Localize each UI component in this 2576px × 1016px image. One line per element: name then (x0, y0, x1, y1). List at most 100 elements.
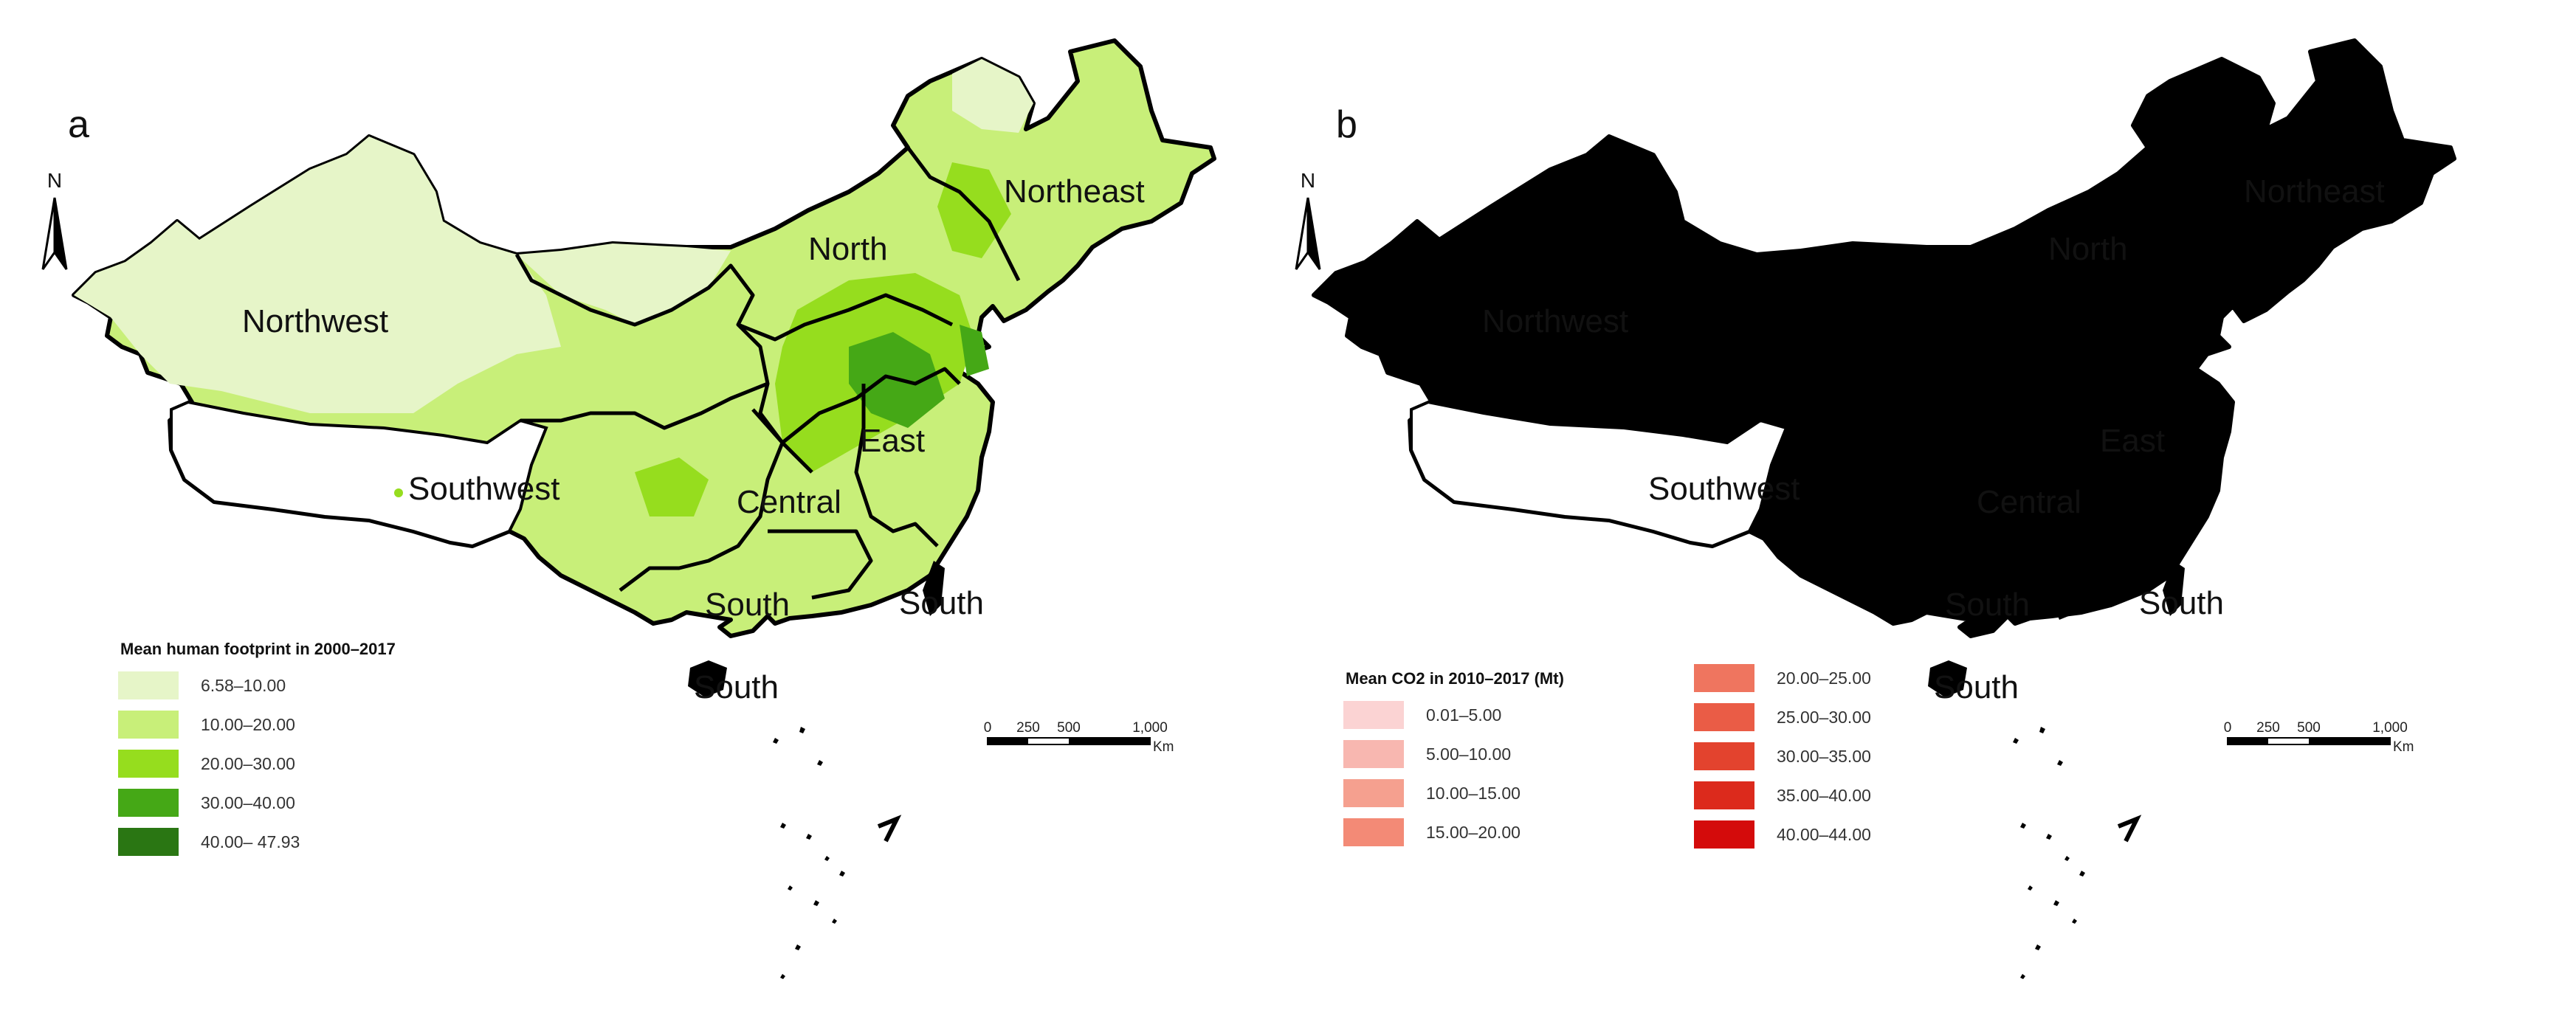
label-east: East (860, 423, 925, 459)
label-northwest: Northwest (1482, 303, 1628, 339)
south-china-sea-islands (773, 727, 845, 979)
map-china (1314, 41, 2454, 979)
map-china (74, 41, 1214, 979)
label-east: East (2100, 423, 2165, 459)
scale-tick-label: 500 (1057, 720, 1081, 736)
legend-label: 20.00–30.00 (201, 754, 295, 773)
scale-tick-label: 1,000 (2372, 720, 2408, 736)
legend-swatch (1694, 781, 1754, 809)
legend-label: 0.01–5.00 (1426, 705, 1501, 725)
north-label: N (1301, 169, 1315, 192)
scale-tick-label: 0 (984, 720, 992, 736)
island-chain (2117, 815, 2142, 843)
scale-unit: Km (1153, 739, 1174, 755)
label-central: Central (1977, 484, 2081, 520)
boundary-north-northwest (1754, 253, 2053, 474)
boundary-central-south (2008, 529, 2113, 600)
panel-letter: b (1336, 103, 1357, 146)
label-south-taiwan: South (899, 585, 984, 621)
boundary-north-central (781, 367, 961, 444)
boundary-northwest-southwest (520, 381, 768, 430)
north-arrow: N (1295, 169, 1321, 270)
boundary-north-northwest (514, 253, 813, 474)
legend-items: 0.01–5.00 5.00–10.00 10.00–15.00 15.00–20.0… (1343, 664, 1871, 849)
north-arrow-fill (53, 197, 68, 270)
legend-label: 10.00–20.00 (201, 715, 295, 734)
mid-zone-3 (635, 457, 709, 516)
legend-swatch (118, 711, 179, 739)
legend-swatch (118, 828, 179, 856)
label-central: Central (737, 484, 841, 520)
legend-swatch (118, 750, 179, 778)
legend: Mean CO2 in 2010–2017 (Mt) 0.01–5.00 5.00… (1343, 664, 1871, 849)
no-data-area (1410, 400, 1788, 548)
mid-zone-2 (937, 162, 1011, 258)
island-chain (877, 815, 902, 843)
legend-label: 30.00–35.00 (1777, 747, 1871, 766)
north-arrow-icon (41, 197, 56, 270)
legend-swatch (1343, 818, 1404, 846)
boundary-northwest-southwest (1760, 381, 2008, 430)
legend-items: 6.58–10.00 10.00–20.00 20.00–30.00 30.00–40… (118, 671, 300, 856)
north-arrow-icon (1295, 197, 1309, 270)
panel-b: b N Northwest Nor (1295, 41, 2454, 979)
label-northeast: Northeast (1004, 173, 1145, 210)
label-northwest: Northwest (242, 303, 388, 339)
legend-swatch (1694, 664, 1754, 692)
label-southwest: Southwest (1648, 471, 1800, 507)
scale-bar-segment (988, 738, 1028, 744)
legend-label: 35.00–40.00 (1777, 786, 1871, 805)
boundary-southwest-central (1859, 408, 2025, 592)
region-labels: Northwest North Northeast East Central S… (1482, 173, 2385, 705)
taiwan-island (2163, 561, 2185, 616)
legend-swatch (1694, 703, 1754, 731)
boundary-north-northeast (2146, 146, 2261, 282)
legend-swatch (1343, 701, 1404, 729)
dark-zone-2 (960, 325, 989, 376)
light-zone-3 (952, 59, 1033, 133)
legend-swatch (1343, 779, 1404, 807)
taiwan-island (923, 561, 945, 616)
boundary-central-east (2094, 384, 2179, 547)
legend: Mean human footprint in 2000–2017 6.58–1… (118, 640, 396, 856)
mid-zone-3 (1373, 258, 1417, 303)
scale-unit: Km (2393, 739, 2414, 755)
legend-label: 40.00–44.00 (1777, 825, 1871, 844)
label-south-hainan: South (694, 669, 779, 705)
boundary-inner (737, 293, 954, 342)
south-china-sea-islands (2013, 727, 2085, 979)
legend-swatch (1694, 742, 1754, 770)
region-labels: Northwest North Northeast East Central S… (242, 173, 1145, 705)
legend-label: 15.00–20.00 (1426, 823, 1521, 842)
label-north: North (2048, 231, 2128, 267)
boundary-inner (1977, 293, 2194, 342)
legend-swatch (1343, 740, 1404, 768)
legend-swatch (118, 789, 179, 817)
isolated-patch (394, 488, 403, 497)
north-label: N (47, 169, 62, 192)
legend-swatch (118, 671, 179, 699)
legend-label: 6.58–10.00 (201, 676, 286, 695)
light-zone-2 (517, 243, 731, 325)
legend-label: 10.00–15.00 (1426, 784, 1521, 803)
north-arrow-fill (1306, 197, 1321, 270)
scale-tick-label: 500 (2297, 720, 2321, 736)
legend-label: 20.00–25.00 (1777, 668, 1871, 688)
scale-bar: 0 250 500 1,000 Km (984, 720, 1174, 755)
boundary-southwest-central (619, 408, 785, 592)
label-northeast: Northeast (2244, 173, 2385, 210)
north-arrow: N (41, 169, 68, 270)
boundary-north-central (2021, 367, 2201, 444)
label-south-hainan: South (1934, 669, 2019, 705)
scale-bar: 0 250 500 1,000 Km (2224, 720, 2414, 755)
panel-a: a N (41, 41, 1214, 979)
legend-label: 40.00– 47.93 (201, 832, 300, 851)
legend-label: 30.00–40.00 (201, 793, 295, 812)
legend-swatch (1694, 820, 1754, 849)
hainan-island (1928, 660, 1967, 697)
scale-bar-segment (2228, 738, 2268, 744)
legend-label: 25.00–30.00 (1777, 708, 1871, 727)
legend-label: 5.00–10.00 (1426, 744, 1511, 764)
label-south: South (1945, 587, 2030, 623)
